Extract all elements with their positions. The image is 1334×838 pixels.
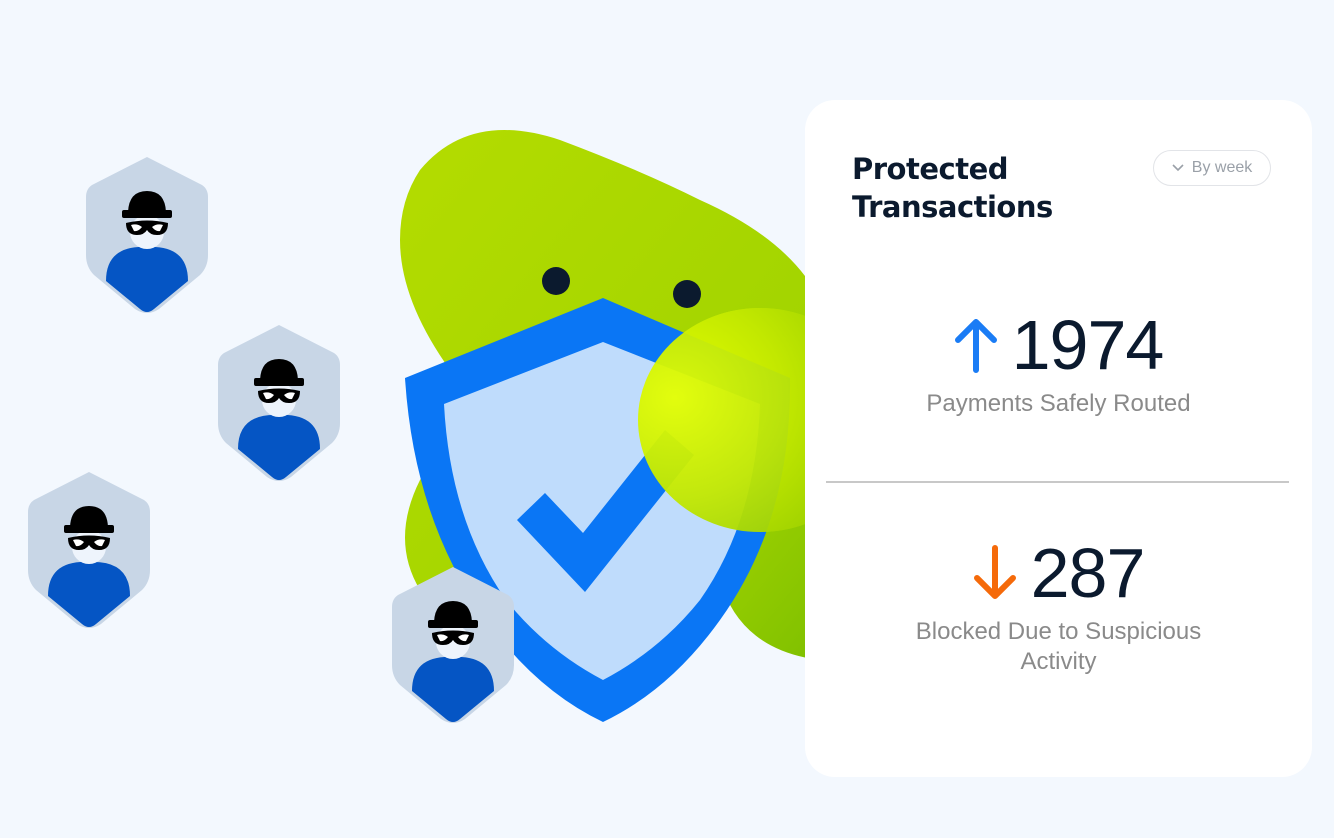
divider (826, 481, 1289, 483)
stat-value: 287 (1030, 534, 1146, 612)
arrow-up-icon (954, 319, 997, 373)
period-filter-dropdown[interactable]: By week (1153, 150, 1271, 186)
thief-icon (28, 472, 150, 628)
protected-transactions-card: Protected Transactions By week 1974 Paym… (805, 100, 1312, 777)
stat-label: Blocked Due to Suspicious Activity (805, 617, 1312, 677)
stat-label: Payments Safely Routed (926, 390, 1191, 417)
eye-icon (673, 280, 701, 308)
thief-icon (218, 325, 340, 481)
blob-hand (638, 308, 805, 532)
thief-icon (392, 567, 514, 723)
eye-icon (542, 267, 570, 295)
title-line: Protected (852, 152, 1008, 186)
stat-value: 1974 (1011, 306, 1165, 384)
title-line: Transactions (852, 190, 1053, 224)
thief-icon (86, 157, 208, 313)
filter-label: By week (1191, 159, 1253, 176)
stat-label-line: Blocked Due to Suspicious (915, 618, 1202, 645)
card-title: Protected Transactions (852, 150, 1053, 226)
chevron-down-icon (1172, 164, 1184, 172)
stat-payments-routed: 1974 Payments Safely Routed (805, 305, 1312, 419)
arrow-down-icon (973, 545, 1016, 599)
stat-blocked: 287 Blocked Due to Suspicious Activity (805, 533, 1312, 677)
stat-label-line: Activity (1020, 648, 1097, 675)
